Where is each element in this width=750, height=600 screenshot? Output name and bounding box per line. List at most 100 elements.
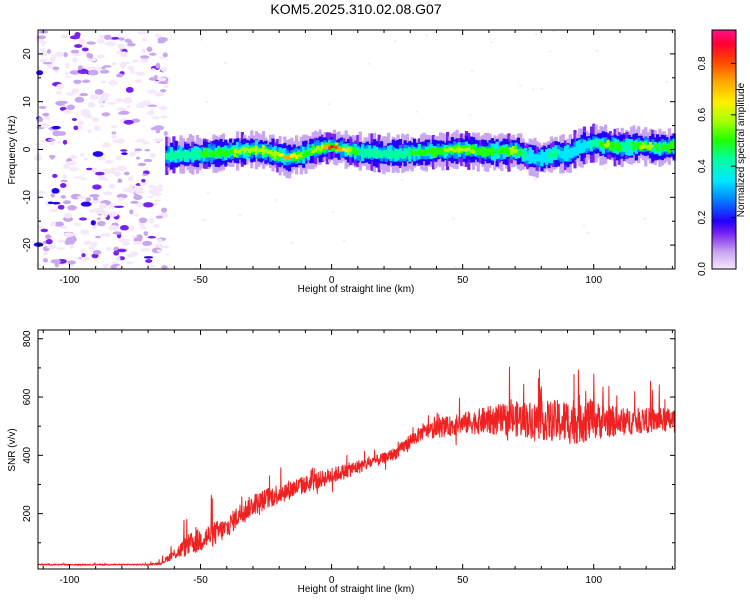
noise-blob bbox=[156, 249, 162, 253]
noise-blob bbox=[64, 75, 72, 78]
x-tick-label: 50 bbox=[457, 275, 469, 286]
colorbar-tick-label: 0.8 bbox=[697, 56, 708, 70]
noise-blob bbox=[393, 40, 397, 43]
snr-frame bbox=[37, 329, 676, 570]
ridge-cell bbox=[316, 145, 320, 154]
ridge-cell bbox=[412, 151, 417, 155]
noise-blob bbox=[36, 70, 44, 76]
ridge-cell bbox=[434, 147, 438, 157]
noise-blob bbox=[90, 220, 96, 226]
noise-blob bbox=[151, 116, 160, 120]
ridge-cell bbox=[219, 150, 223, 154]
noise-blob bbox=[83, 240, 92, 246]
ridge-cell bbox=[455, 147, 459, 152]
noise-blob bbox=[157, 238, 163, 243]
noise-blob bbox=[80, 177, 87, 181]
ridge-cell bbox=[474, 147, 478, 152]
noise-blob bbox=[155, 62, 161, 69]
noise-blob bbox=[67, 205, 77, 211]
noise-blob bbox=[113, 250, 120, 256]
ridge-cell bbox=[257, 148, 261, 153]
ridge-cell bbox=[556, 150, 561, 155]
noise-blob bbox=[130, 251, 139, 257]
noise-blob bbox=[79, 92, 89, 97]
ridge-cell bbox=[375, 150, 379, 155]
noise-blob bbox=[60, 195, 66, 199]
ridge-cell bbox=[448, 147, 452, 151]
ridge-cell bbox=[259, 148, 263, 152]
noise-blob bbox=[73, 222, 82, 226]
ridge-cell bbox=[398, 150, 403, 154]
ridge-cell bbox=[552, 153, 556, 157]
ridge-cell bbox=[427, 150, 431, 155]
noise-blob bbox=[39, 58, 47, 63]
ridge-cell bbox=[479, 150, 483, 155]
noise-blob bbox=[129, 184, 134, 190]
noise-blob bbox=[205, 100, 209, 103]
noise-blob bbox=[65, 160, 77, 166]
ridge-cell bbox=[634, 143, 638, 147]
ridge-cell bbox=[165, 153, 169, 160]
noise-blob bbox=[115, 98, 124, 102]
noise-blob bbox=[160, 67, 168, 73]
y-tick-label: 600 bbox=[22, 388, 33, 405]
ridge-cell bbox=[596, 139, 601, 148]
ridge-cell bbox=[500, 146, 504, 154]
noise-blob bbox=[116, 107, 127, 111]
spectrogram-y-axis: -20 -10 0 10 20 bbox=[22, 29, 675, 270]
x-tick-label: 0 bbox=[329, 275, 335, 286]
ridge-cell bbox=[571, 147, 575, 158]
noise-blob bbox=[62, 200, 72, 205]
noise-blob bbox=[112, 139, 123, 143]
noise-blob bbox=[142, 101, 152, 106]
noise-blob bbox=[140, 225, 147, 230]
ridge-cell bbox=[420, 150, 424, 154]
noise-blob bbox=[90, 200, 101, 204]
noise-blob bbox=[141, 37, 147, 42]
snr-y-axis: 200 400 600 800 bbox=[22, 330, 675, 544]
noise-blob bbox=[39, 122, 50, 128]
noise-blob bbox=[91, 117, 100, 123]
ridge-cell bbox=[316, 145, 320, 150]
noise-blob bbox=[103, 211, 108, 218]
noise-blob bbox=[132, 186, 144, 192]
ridge-cell bbox=[212, 150, 216, 154]
ridge-cell bbox=[554, 152, 558, 156]
ridge-cell bbox=[648, 144, 653, 149]
ridge-cell bbox=[667, 145, 671, 149]
colorbar-scale bbox=[711, 29, 737, 270]
noise-blob bbox=[121, 241, 130, 246]
ridge-cell bbox=[486, 148, 490, 153]
ridge-cell bbox=[594, 141, 598, 145]
noise-blob bbox=[159, 56, 165, 60]
noise-blob bbox=[80, 201, 92, 207]
noise-blob bbox=[92, 184, 102, 190]
noise-blob bbox=[62, 174, 68, 179]
ridge-cell bbox=[637, 143, 641, 148]
noise-blob bbox=[154, 33, 162, 38]
ridge-cell bbox=[304, 150, 308, 158]
ridge-cell bbox=[660, 146, 664, 151]
noise-blob bbox=[117, 111, 127, 115]
ridge-cell bbox=[469, 144, 473, 154]
noise-blob bbox=[118, 197, 124, 201]
ridge-cell bbox=[533, 154, 537, 164]
noise-blob bbox=[425, 34, 429, 37]
noise-blob bbox=[91, 167, 98, 174]
noise-blob bbox=[83, 157, 89, 161]
colorbar: 0.0 0.2 0.4 0.6 0.8 Normalized spectral ampl… bbox=[697, 29, 747, 276]
ridge-cell bbox=[615, 145, 620, 149]
ridge-cell bbox=[273, 151, 277, 156]
ridge-cell bbox=[320, 144, 325, 149]
ridge-cell bbox=[276, 152, 280, 156]
ridge-cell bbox=[306, 150, 311, 155]
ridge-cell bbox=[335, 145, 339, 150]
noise-blob bbox=[63, 212, 73, 219]
ridge-cell bbox=[280, 152, 285, 162]
ridge-cell bbox=[587, 140, 591, 149]
ridge-cell bbox=[287, 155, 292, 160]
noise-blob bbox=[85, 167, 93, 171]
noise-blob bbox=[82, 79, 91, 84]
noise-blob bbox=[470, 70, 474, 73]
spectrogram-x-label: Height of straight line (km) bbox=[298, 284, 415, 295]
